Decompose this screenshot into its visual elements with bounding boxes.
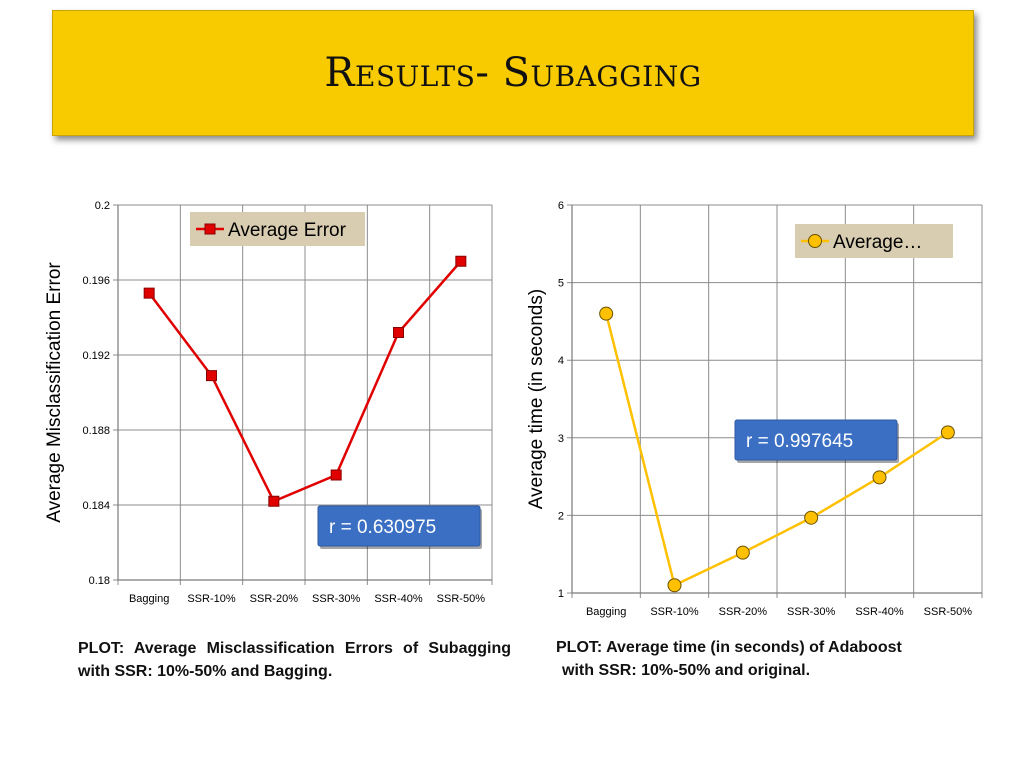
- x-tick-label: SSR-10%: [187, 593, 236, 605]
- x-tick-label: SSR-30%: [787, 606, 836, 618]
- y-axis-label: Average Misclassification Error: [44, 262, 65, 523]
- y-tick-label: 0.2: [95, 200, 110, 212]
- y-tick-label: 2: [558, 510, 564, 522]
- y-tick-label: 5: [558, 278, 564, 290]
- x-tick-label: SSR-50%: [437, 593, 486, 605]
- data-point: [268, 495, 280, 507]
- caption-time-plot: PLOT: Average time (in seconds) of Adabo…: [556, 636, 996, 682]
- data-point: [455, 255, 467, 267]
- data-point: [599, 306, 614, 321]
- title-banner: Results- Subagging: [52, 10, 974, 136]
- y-tick-label: 0.188: [82, 425, 110, 437]
- y-tick-label: 0.196: [82, 275, 110, 287]
- annotation-text: r = 0.997645: [746, 431, 853, 452]
- x-tick-label: SSR-20%: [719, 606, 768, 618]
- time-chart: 1 2 3 4 5 6 Bagging SSR-10% SSR-20% SSR-30% SSR-40…: [526, 200, 983, 618]
- data-point: [206, 370, 217, 382]
- caption-error-plot: PLOT: Average Misclassification Errors o…: [78, 640, 511, 680]
- y-tick-label: 3: [558, 433, 564, 445]
- data-point: [872, 470, 887, 485]
- legend-marker: [204, 223, 216, 235]
- annotation-box: [317, 505, 481, 547]
- data-point: [330, 469, 342, 481]
- error-chart: 0.18 0.184 0.188 0.192 0.196 0.2 Bagging SSR-10…: [44, 200, 493, 605]
- data-point: [940, 425, 955, 440]
- annotation-box: [734, 419, 898, 461]
- y-tick-label: 0.18: [89, 575, 110, 587]
- series-line: [604, 313, 949, 588]
- legend-label: Average…: [833, 232, 922, 253]
- data-point: [735, 545, 750, 560]
- data-point: [667, 578, 682, 593]
- slide-title: Results- Subagging: [324, 50, 702, 96]
- x-tick-label: SSR-40%: [374, 593, 423, 605]
- y-axis-label: Average time (in seconds): [526, 289, 547, 509]
- legend-marker: [808, 234, 822, 248]
- y-tick-label: 6: [558, 200, 564, 212]
- x-tick-label: SSR-30%: [312, 593, 361, 605]
- y-tick-label: 4: [558, 355, 564, 367]
- caption-time-line-2: with SSR: 10%-50% and original.: [562, 662, 811, 679]
- y-tick-label: 0.192: [82, 350, 110, 362]
- x-tick-label: Bagging: [586, 606, 626, 618]
- y-tick-label: 1: [558, 588, 564, 600]
- x-tick-label: Bagging: [129, 593, 169, 605]
- x-tick-label: SSR-40%: [855, 606, 904, 618]
- legend-label: Average Error: [228, 220, 347, 241]
- x-tick-label: SSR-50%: [924, 606, 973, 618]
- caption-time-line-1: PLOT: Average time (in seconds) of Adabo…: [556, 639, 902, 656]
- data-point: [393, 327, 404, 338]
- series-line: [148, 260, 462, 503]
- annotation-text: r = 0.630975: [329, 517, 436, 538]
- data-point: [804, 510, 819, 525]
- data-point: [143, 287, 155, 299]
- x-tick-label: SSR-20%: [250, 593, 299, 605]
- y-tick-label: 0.184: [82, 500, 110, 512]
- x-tick-label: SSR-10%: [650, 606, 699, 618]
